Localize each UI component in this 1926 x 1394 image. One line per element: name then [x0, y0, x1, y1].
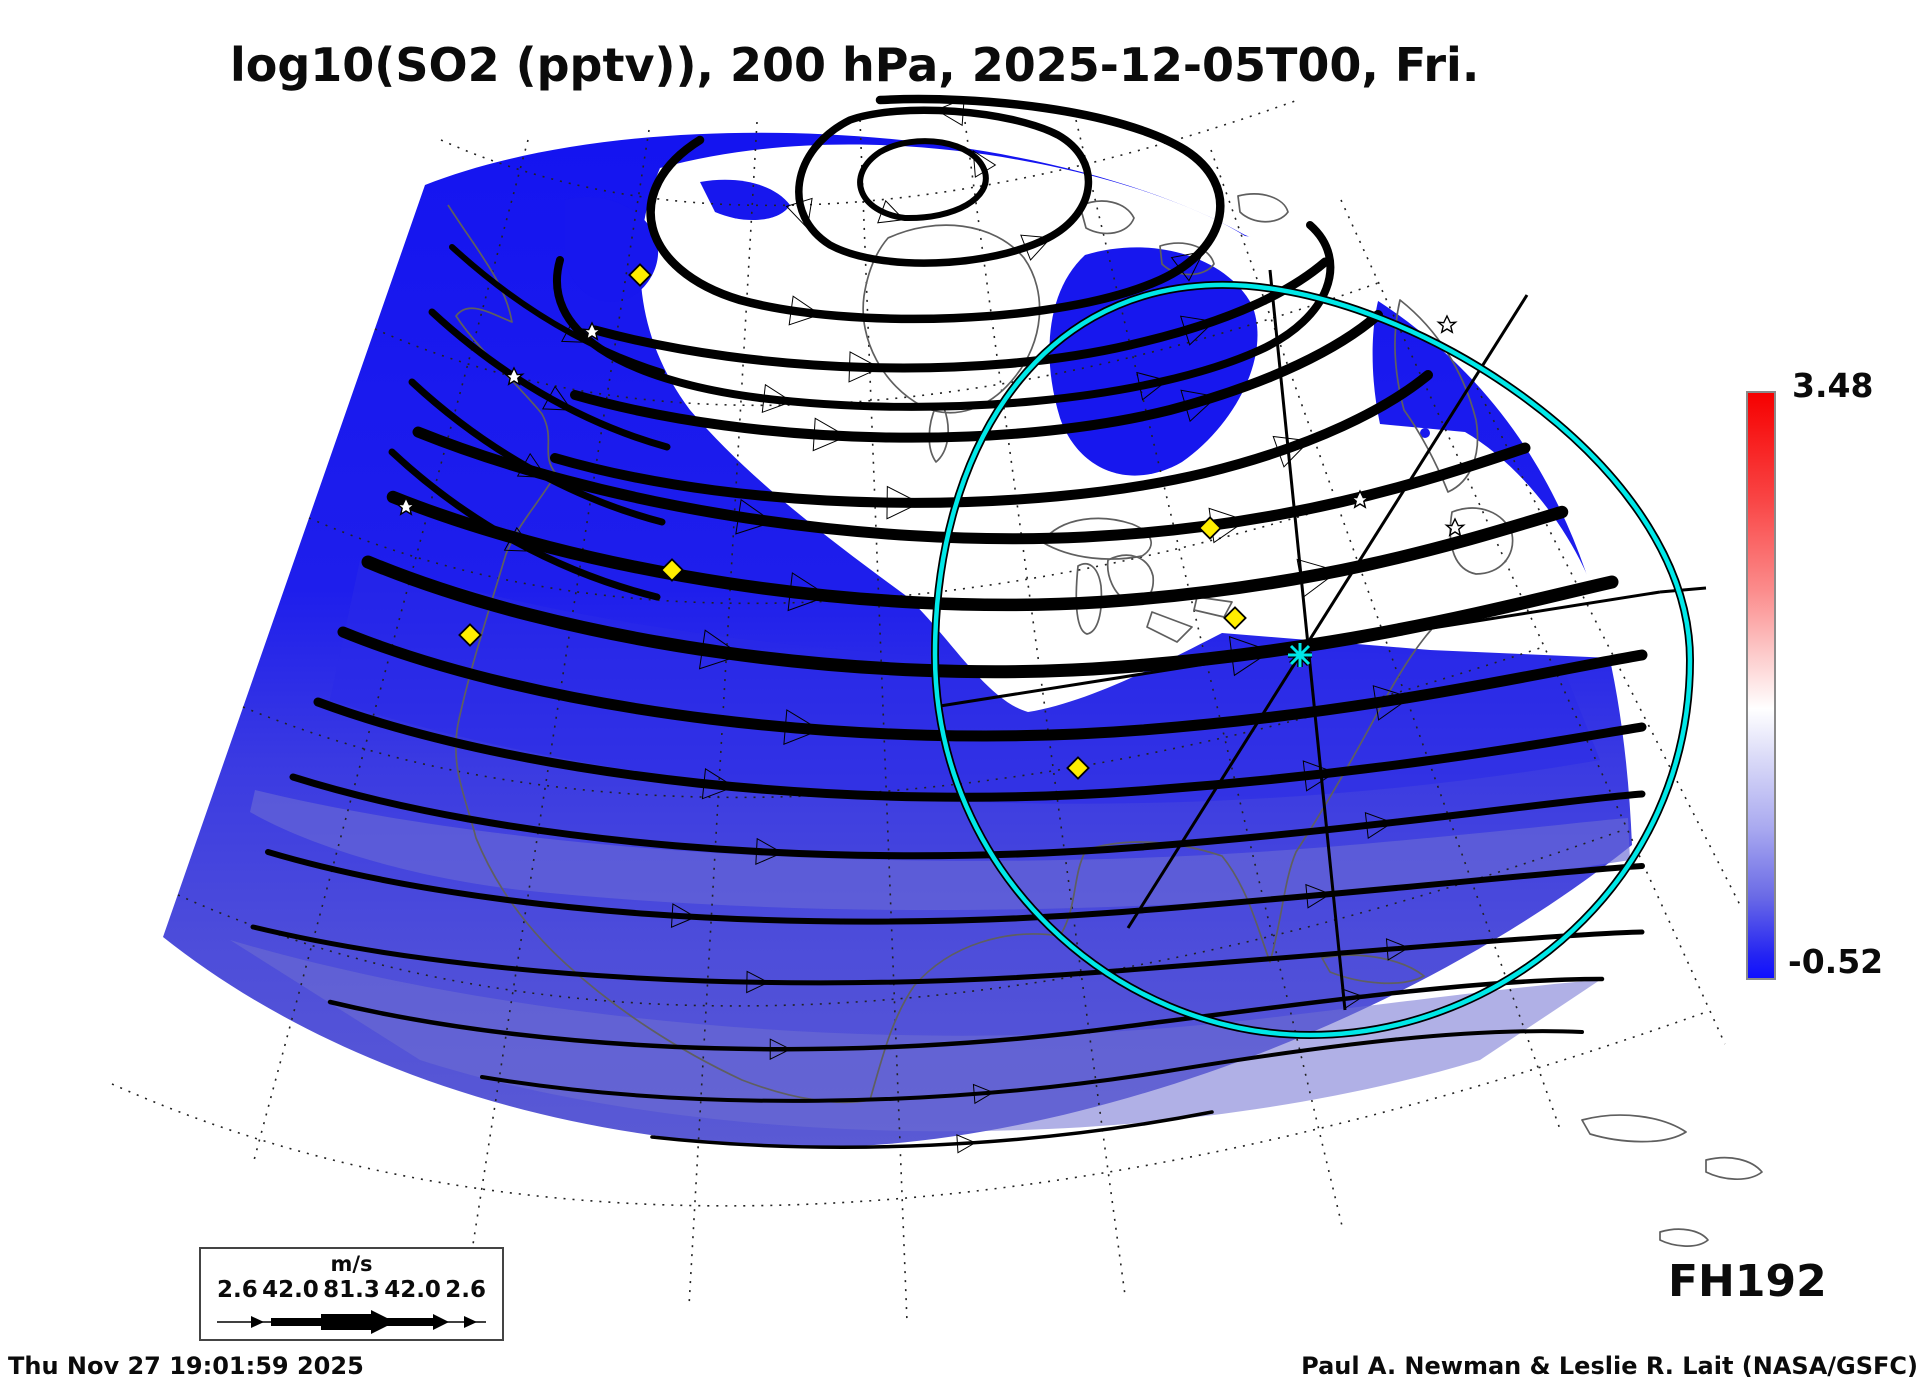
forecast-hour-label: FH192 — [1668, 1256, 1827, 1307]
credit-text: Paul A. Newman & Leslie R. Lait (NASA/GS… — [1301, 1352, 1918, 1380]
so2-light-band1 — [250, 790, 1630, 911]
range-ring — [930, 280, 1695, 1040]
so2-dark-band — [330, 560, 1600, 804]
streamline-arrowhead-icon — [848, 351, 881, 383]
streamline-arrowhead-icon — [1020, 234, 1052, 261]
streamline-arrowhead-icon — [541, 385, 573, 411]
diamond-marker — [1223, 606, 1247, 630]
streamline-arrowhead-icon — [956, 1134, 977, 1154]
streamline-arrowhead-icon — [1180, 389, 1218, 423]
colorbar-max-label: 3.48 — [1792, 366, 1874, 405]
wind-streamlines — [250, 94, 1648, 1154]
streamline-arrowhead-icon — [516, 452, 548, 479]
streamline-arrowhead-icon — [785, 197, 813, 230]
wind-tick: 2.6 — [445, 1277, 486, 1303]
wind-legend-ticks: 2.6 42.0 81.3 42.0 2.6 — [201, 1277, 502, 1303]
streamline-arrowhead-icon — [1305, 883, 1332, 909]
streamline-arrowhead-icon — [812, 417, 848, 452]
streamline-arrowhead-icon — [1385, 938, 1410, 961]
so2-patch-dot — [1420, 428, 1430, 438]
plot-title: log10(SO2 (pptv)), 200 hPa, 2025-12-05T0… — [230, 38, 1480, 92]
coast-arctic-island3 — [1237, 193, 1289, 223]
streamline-arrowhead-icon — [783, 709, 822, 746]
streamline-arrowhead-icon — [1272, 435, 1311, 468]
diamond-marker — [628, 263, 652, 287]
streamline-arrowhead-icon — [560, 319, 590, 343]
lake-ontario — [1193, 596, 1233, 618]
streamline-arrowhead-icon — [735, 498, 774, 535]
streamline-arrowhead-icon — [1372, 685, 1412, 721]
streamline-arrowhead-icon — [886, 485, 921, 520]
coast-hispaniola — [1581, 1114, 1687, 1143]
coast-island-se2 — [1659, 1228, 1709, 1247]
wind-legend-units: m/s — [330, 1252, 373, 1276]
diamond-marker — [1066, 756, 1090, 780]
coast-newfoundland — [1449, 507, 1514, 575]
so2-patch-small2 — [700, 179, 790, 221]
wind-tick: 2.6 — [217, 1277, 258, 1303]
streamline-arrowhead-icon — [701, 767, 736, 800]
streamline-arrowhead-icon — [746, 970, 770, 994]
streamline-arrowhead-icon — [787, 572, 830, 612]
streamline-arrowhead-icon — [769, 1038, 792, 1060]
wind-tick: 81.3 — [323, 1277, 380, 1303]
generation-timestamp: Thu Nov 27 19:01:59 2025 — [8, 1352, 364, 1380]
wind-speed-legend: m/s 2.6 42.0 81.3 42.0 2.6 — [199, 1247, 504, 1341]
streamline-arrowhead-icon — [1179, 315, 1216, 346]
so2-patch-northeast — [1049, 247, 1258, 476]
coast-west — [447, 204, 871, 1104]
diamond-marker — [458, 623, 482, 647]
coast-labrador — [1394, 299, 1479, 493]
streamline-arrowhead-icon — [935, 97, 965, 127]
streamline-arrowhead-icon — [503, 526, 535, 552]
lake-superior — [1041, 517, 1152, 560]
coast-arctic-island1 — [1079, 200, 1135, 235]
diamond-marker — [660, 558, 684, 582]
coast-cuba — [1321, 954, 1425, 985]
wind-tick: 42.0 — [262, 1277, 319, 1303]
star-marker — [1437, 315, 1457, 333]
streamline-arrowhead-icon — [1170, 250, 1205, 282]
streamline-arrowhead-icon — [761, 383, 793, 414]
colorbar — [1746, 391, 1776, 980]
lake-erie — [1146, 611, 1193, 643]
ring-center-star-icon — [1288, 643, 1312, 667]
streamline-arrowhead-icon — [1228, 635, 1273, 677]
streamline-arrowhead-icon — [877, 199, 905, 224]
streamline-arrowhead-icon — [972, 149, 997, 178]
streamline-arrowhead-icon — [698, 629, 743, 670]
diamond-marker — [1198, 516, 1222, 540]
so2-field — [163, 132, 1632, 1148]
coast-island-se1 — [1705, 1156, 1763, 1180]
colorbar-min-label: -0.52 — [1788, 942, 1884, 981]
lake-michigan — [1075, 562, 1103, 635]
streamline-arrowhead-icon — [755, 837, 784, 865]
so2-light-band2 — [230, 940, 1600, 1132]
wind-scale-arrow-icon — [217, 1310, 486, 1334]
streamline-arrowhead-icon — [1136, 371, 1169, 401]
site-markers — [458, 263, 1247, 780]
wind-tick: 42.0 — [384, 1277, 441, 1303]
coast-gulf-east — [869, 617, 1443, 1101]
streamline-arrowhead-icon — [1364, 812, 1394, 840]
streamline-arrowhead-icon — [788, 295, 822, 326]
streamline-arrowhead-icon — [670, 903, 697, 928]
streamline-arrowhead-icon — [972, 1083, 995, 1105]
